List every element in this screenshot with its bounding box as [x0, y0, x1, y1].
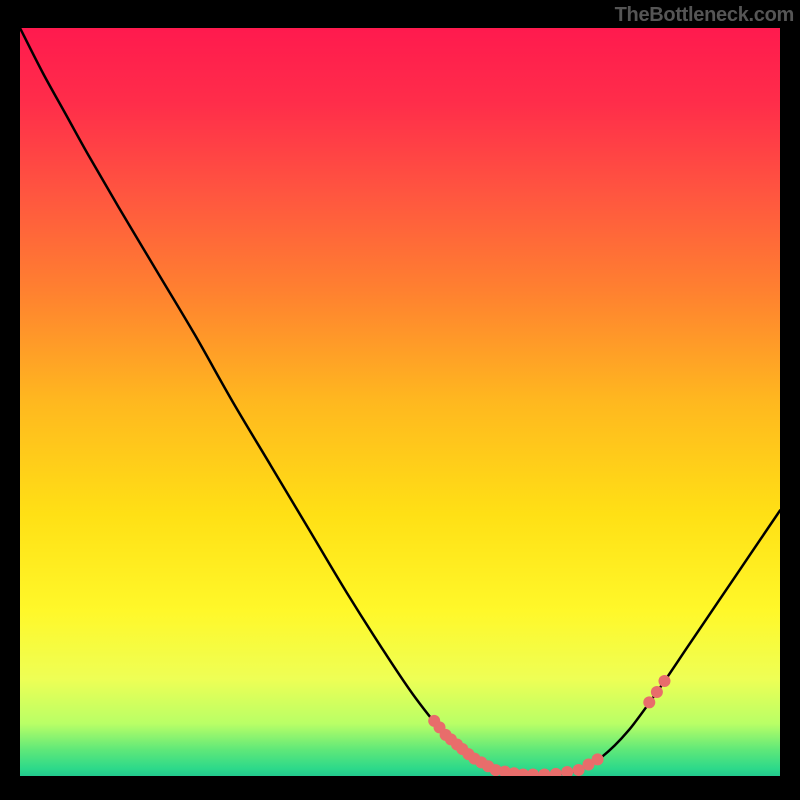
chart-container: TheBottleneck.com — [0, 0, 800, 800]
gradient-background — [20, 28, 780, 776]
watermark-text: TheBottleneck.com — [615, 4, 794, 27]
plot-area — [20, 28, 780, 776]
data-marker — [643, 696, 655, 708]
data-marker — [651, 686, 663, 698]
chart-svg — [20, 28, 780, 776]
data-marker — [658, 675, 670, 687]
data-marker — [592, 753, 604, 765]
